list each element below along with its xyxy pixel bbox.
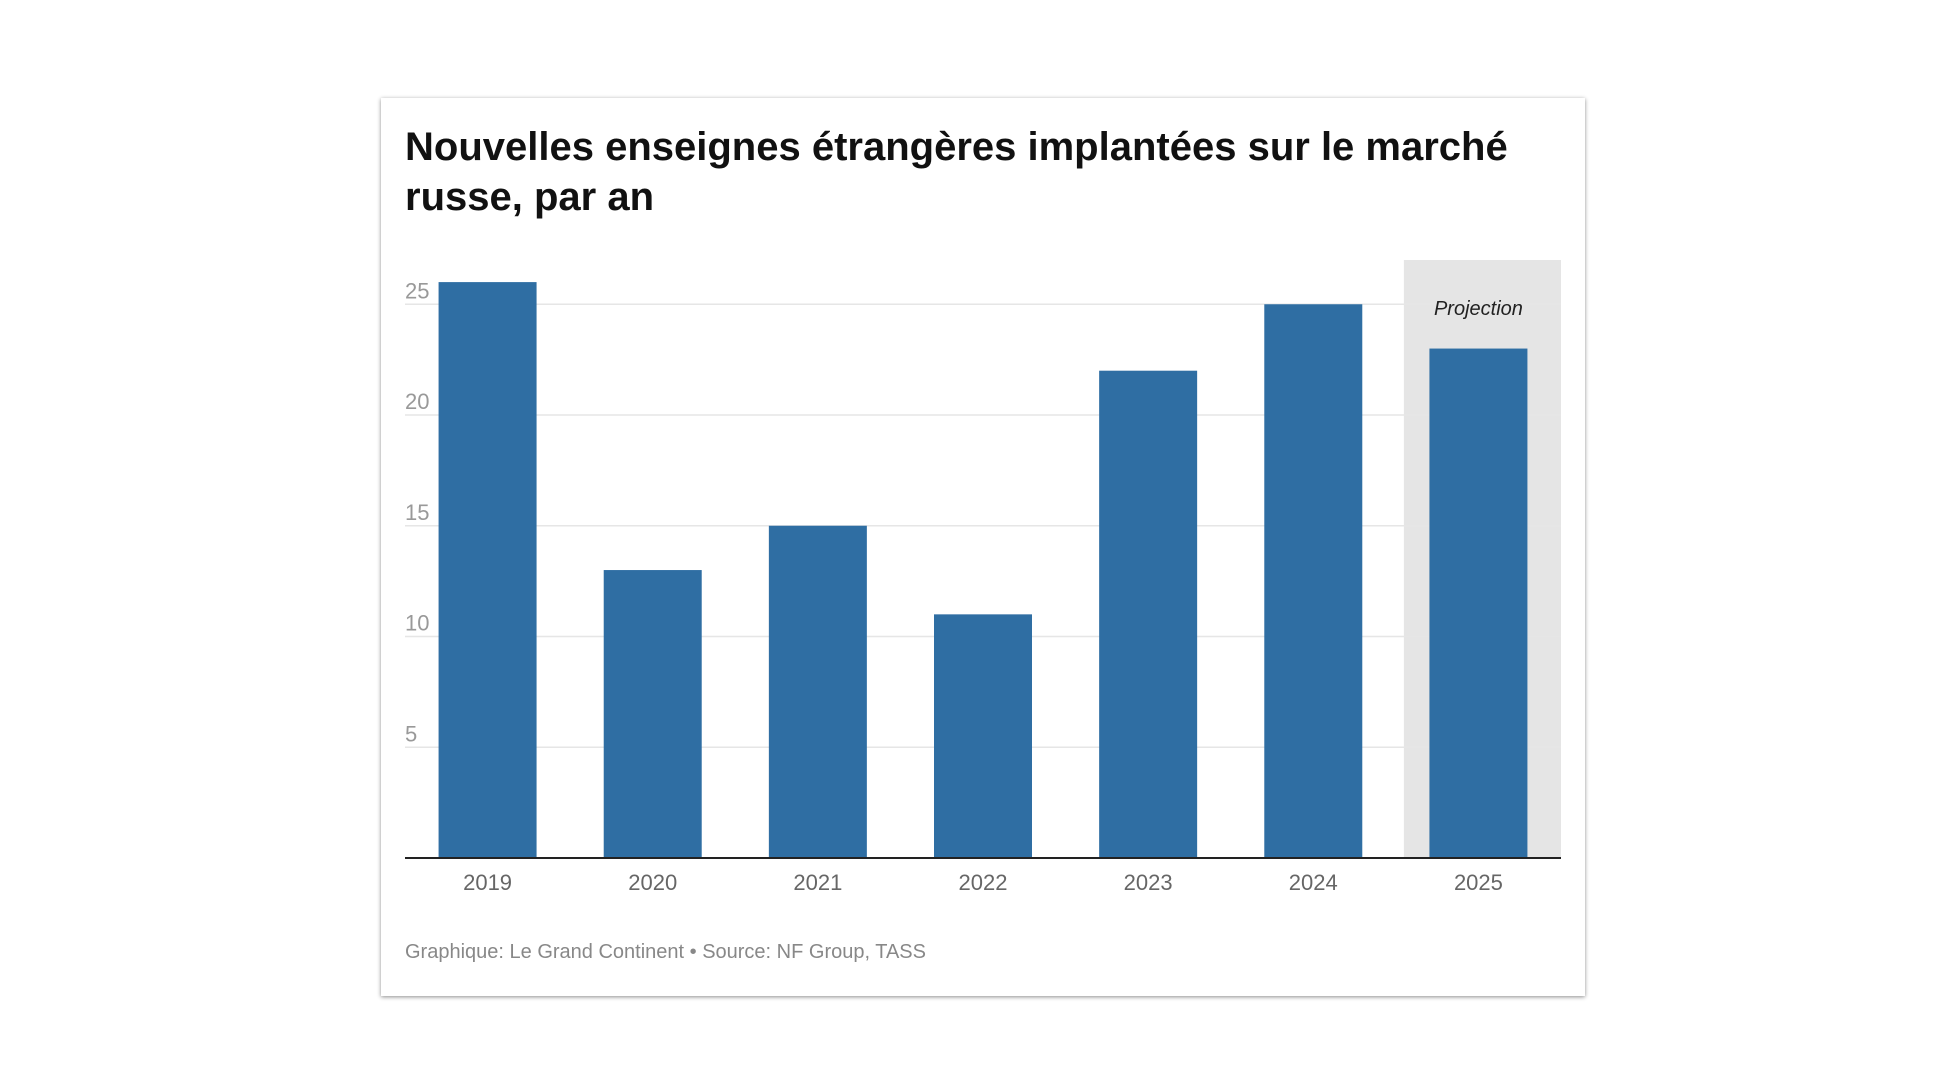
y-tick-label: 15 (405, 500, 429, 525)
x-tick-label: 2024 (1289, 870, 1338, 895)
x-tick-label: 2021 (793, 870, 842, 895)
source-note: Graphique: Le Grand Continent • Source: … (405, 941, 926, 963)
bar (603, 570, 702, 858)
y-tick-label: 25 (405, 278, 429, 303)
y-tick-label: 20 (405, 389, 429, 414)
x-tick-label: 2019 (463, 870, 512, 895)
bar (1099, 370, 1198, 858)
y-tick-label: 5 (405, 721, 417, 746)
chart-title: Nouvelles enseignes étrangères implantée… (405, 125, 1508, 219)
y-tick-label: 10 (405, 611, 429, 636)
x-tick-label: 2025 (1454, 870, 1503, 895)
bar (1264, 304, 1363, 858)
bar (768, 525, 867, 858)
chart-card: Nouvelles enseignes étrangères implantée… (381, 98, 1585, 996)
x-tick-label: 2023 (1124, 870, 1173, 895)
bar (1429, 348, 1528, 858)
bar (438, 282, 537, 859)
x-tick-label: 2020 (628, 870, 677, 895)
x-tick-label: 2022 (959, 870, 1008, 895)
projection-label: Projection (1434, 298, 1523, 320)
bar (934, 614, 1032, 858)
